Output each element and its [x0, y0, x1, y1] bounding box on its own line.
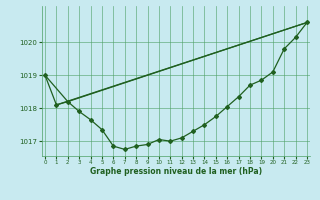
X-axis label: Graphe pression niveau de la mer (hPa): Graphe pression niveau de la mer (hPa)	[90, 167, 262, 176]
